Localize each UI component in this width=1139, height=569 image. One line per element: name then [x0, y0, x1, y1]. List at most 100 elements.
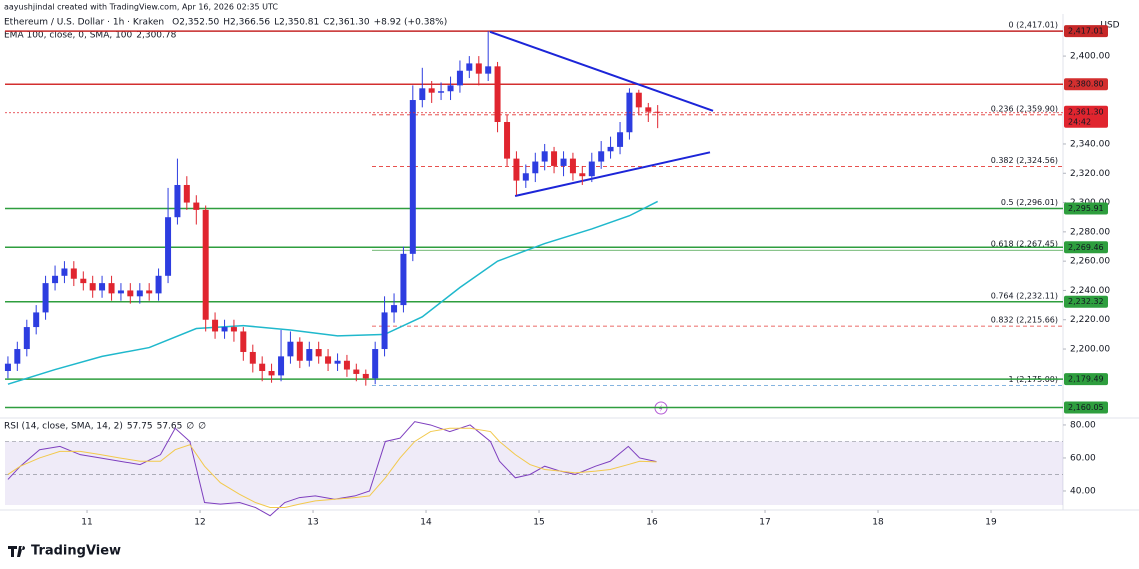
candle-body	[155, 275, 162, 294]
ema-line	[7, 200, 659, 385]
trendline	[514, 151, 711, 197]
level-tag	[1064, 25, 1108, 38]
y-tick-label: 80.00	[1070, 420, 1096, 430]
candle-body	[70, 268, 77, 279]
level-tag	[1064, 295, 1108, 308]
y-tick-label: 2,200.00	[1070, 345, 1110, 355]
ohlc-value: +8.92 (+0.38%)	[374, 18, 448, 28]
candle-body	[42, 283, 49, 313]
y-tick-label: 2,240.00	[1070, 286, 1110, 296]
candle-body	[438, 91, 445, 93]
level-label: 2,160.05	[1068, 403, 1104, 412]
x-tick-label: 18	[872, 518, 884, 528]
ema-legend: EMA 100, close, 0, SMA, 100	[4, 31, 133, 41]
candle-body	[315, 349, 322, 357]
rsi-title: RSI (14, close, SMA, 14, 2)	[4, 422, 123, 432]
candle-body	[89, 283, 96, 291]
candle-body	[362, 373, 369, 379]
fib-label: 0.236 (2,359.90)	[991, 104, 1058, 113]
candle-body	[532, 161, 539, 174]
level-tag	[1064, 202, 1108, 215]
candle-body	[183, 184, 190, 203]
candle-body	[635, 92, 642, 108]
candle-body	[259, 363, 266, 372]
candle-body	[127, 290, 134, 297]
candle-body	[221, 327, 228, 332]
candle-body	[598, 151, 605, 162]
candle-body	[240, 331, 247, 352]
candle-body	[447, 85, 454, 92]
candle-body	[645, 107, 652, 112]
candle-body	[268, 371, 275, 376]
candle-body	[353, 369, 360, 374]
y-tick-label: 2,340.00	[1070, 139, 1110, 149]
rsi-line	[7, 427, 657, 508]
candle-body	[278, 356, 285, 376]
candle-body	[202, 209, 209, 320]
rsi-line	[7, 421, 657, 517]
ohlc-value: C2,361.30	[323, 18, 370, 28]
y-tick-label: 2,280.00	[1070, 227, 1110, 237]
candle-body	[287, 341, 294, 357]
candle-body	[400, 253, 407, 306]
countdown: 24:42	[1068, 117, 1091, 126]
candle-body	[23, 327, 30, 350]
candle-body	[579, 173, 586, 177]
candle-body	[504, 121, 511, 159]
candle-body	[456, 70, 463, 86]
level-tag	[1064, 78, 1108, 91]
level-tag	[1064, 401, 1108, 414]
candle-body	[617, 132, 624, 147]
candle-body	[193, 202, 200, 210]
candle-body	[343, 360, 350, 370]
candle-body	[174, 184, 181, 218]
level-label: 2,232.32	[1068, 297, 1104, 306]
candle-body	[409, 100, 416, 254]
candle-body	[560, 158, 567, 166]
candle-body	[428, 88, 435, 93]
candle-body	[475, 63, 482, 74]
x-tick-label: 14	[420, 518, 432, 528]
level-label: 2,417.01	[1068, 27, 1104, 36]
candle-body	[588, 161, 595, 177]
fib-label: 0.618 (2,267.45)	[991, 240, 1058, 249]
fib-label: 0.382 (2,324.56)	[991, 156, 1058, 165]
candle-body	[372, 349, 379, 379]
candle-body	[654, 111, 661, 113]
candle-body	[551, 151, 558, 166]
candle-body	[381, 312, 388, 350]
candle-body	[306, 349, 313, 361]
y-tick-label: 40.00	[1070, 486, 1096, 496]
brand-logo: TradingView	[8, 544, 121, 559]
ohlc-value: H2,366.56	[223, 18, 270, 28]
rsi-band	[5, 441, 1063, 505]
candle-body	[4, 363, 11, 372]
candle-body	[607, 146, 614, 152]
y-tick-label: 2,400.00	[1070, 52, 1110, 62]
x-tick-label: 19	[985, 518, 997, 528]
fib-label: 0.764 (2,232.11)	[991, 292, 1058, 301]
candle-body	[296, 341, 303, 361]
candle-body	[52, 275, 59, 284]
candle-body	[391, 305, 398, 313]
y-tick-label: 60.00	[1070, 453, 1096, 463]
last-price-label: 2,361.30	[1068, 107, 1104, 116]
candle-body	[165, 217, 172, 276]
level-tag	[1064, 241, 1108, 254]
x-tick-label: 11	[81, 518, 92, 528]
level-label: 2,269.46	[1068, 243, 1104, 252]
brand-name: TradingView	[31, 544, 121, 559]
rsi-value: ∅	[186, 422, 194, 432]
level-tag	[1064, 373, 1108, 386]
candle-body	[136, 290, 143, 297]
currency: USD	[1100, 21, 1119, 31]
level-label: 2,179.49	[1068, 375, 1104, 384]
candle-body	[494, 66, 501, 122]
candle-body	[80, 278, 87, 284]
candle-body	[325, 356, 332, 364]
rsi-value: 57.75	[127, 422, 153, 432]
candle-body	[513, 158, 520, 181]
level-label: 2,295.91	[1068, 204, 1104, 213]
x-tick-label: 13	[307, 518, 318, 528]
candle-body	[466, 63, 473, 71]
